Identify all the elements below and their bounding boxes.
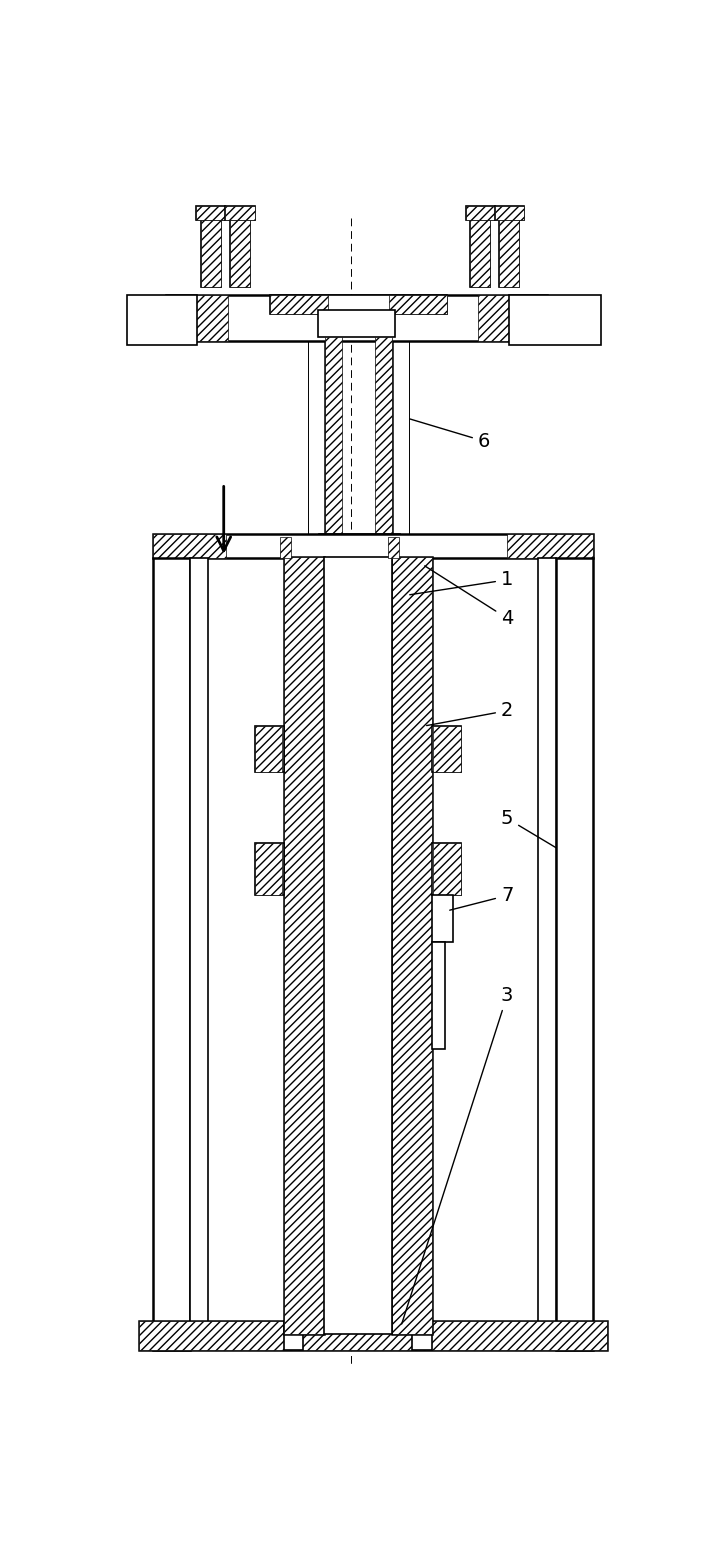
Bar bbox=[495, 206, 524, 220]
Bar bbox=[432, 726, 461, 772]
Bar bbox=[166, 295, 228, 341]
Bar bbox=[139, 1320, 607, 1350]
Bar bbox=[478, 295, 547, 341]
Bar bbox=[495, 206, 524, 220]
Bar bbox=[284, 557, 324, 1335]
Bar bbox=[201, 214, 221, 287]
Bar bbox=[319, 533, 400, 547]
Bar bbox=[270, 295, 447, 313]
Bar bbox=[317, 310, 395, 337]
Bar bbox=[284, 1320, 303, 1350]
Bar bbox=[507, 533, 593, 558]
Bar bbox=[166, 295, 547, 341]
Bar bbox=[255, 726, 282, 772]
Bar bbox=[325, 337, 342, 533]
Bar bbox=[432, 843, 461, 895]
Bar bbox=[470, 214, 490, 287]
Bar bbox=[433, 726, 461, 772]
Bar bbox=[225, 206, 255, 220]
Bar bbox=[201, 214, 221, 287]
Bar bbox=[392, 557, 432, 1335]
Bar bbox=[139, 1320, 607, 1350]
Text: 6: 6 bbox=[410, 419, 490, 451]
Text: 4: 4 bbox=[424, 566, 513, 628]
Bar bbox=[389, 295, 447, 313]
Bar bbox=[230, 214, 250, 287]
Bar bbox=[392, 557, 432, 1335]
Bar bbox=[538, 558, 556, 1325]
Bar bbox=[255, 726, 284, 772]
Bar bbox=[432, 895, 453, 942]
Bar bbox=[153, 533, 593, 558]
Text: 7: 7 bbox=[450, 886, 513, 910]
Bar bbox=[230, 214, 250, 287]
Bar bbox=[324, 557, 392, 1335]
Text: 5: 5 bbox=[501, 809, 556, 848]
Bar bbox=[470, 214, 490, 287]
Bar bbox=[432, 942, 446, 1049]
Bar bbox=[190, 558, 208, 1325]
Text: 1: 1 bbox=[410, 571, 513, 594]
Bar bbox=[509, 295, 601, 345]
Bar bbox=[375, 337, 392, 533]
Bar bbox=[153, 533, 226, 558]
Text: 3: 3 bbox=[402, 987, 513, 1324]
Bar bbox=[412, 1320, 432, 1350]
Text: 2: 2 bbox=[427, 702, 513, 725]
Bar bbox=[127, 295, 197, 345]
Bar bbox=[388, 538, 399, 558]
Bar bbox=[196, 206, 225, 220]
Bar bbox=[556, 558, 593, 1350]
Bar bbox=[255, 843, 284, 895]
Bar bbox=[499, 214, 519, 287]
Bar bbox=[284, 557, 324, 1335]
Bar bbox=[280, 538, 291, 558]
Bar bbox=[153, 558, 190, 1350]
Bar bbox=[196, 206, 225, 220]
Bar bbox=[225, 206, 255, 220]
Bar bbox=[465, 206, 495, 220]
Bar bbox=[465, 206, 495, 220]
Bar bbox=[255, 843, 282, 895]
Bar bbox=[499, 214, 519, 287]
Bar bbox=[433, 843, 461, 895]
Bar bbox=[270, 295, 328, 313]
